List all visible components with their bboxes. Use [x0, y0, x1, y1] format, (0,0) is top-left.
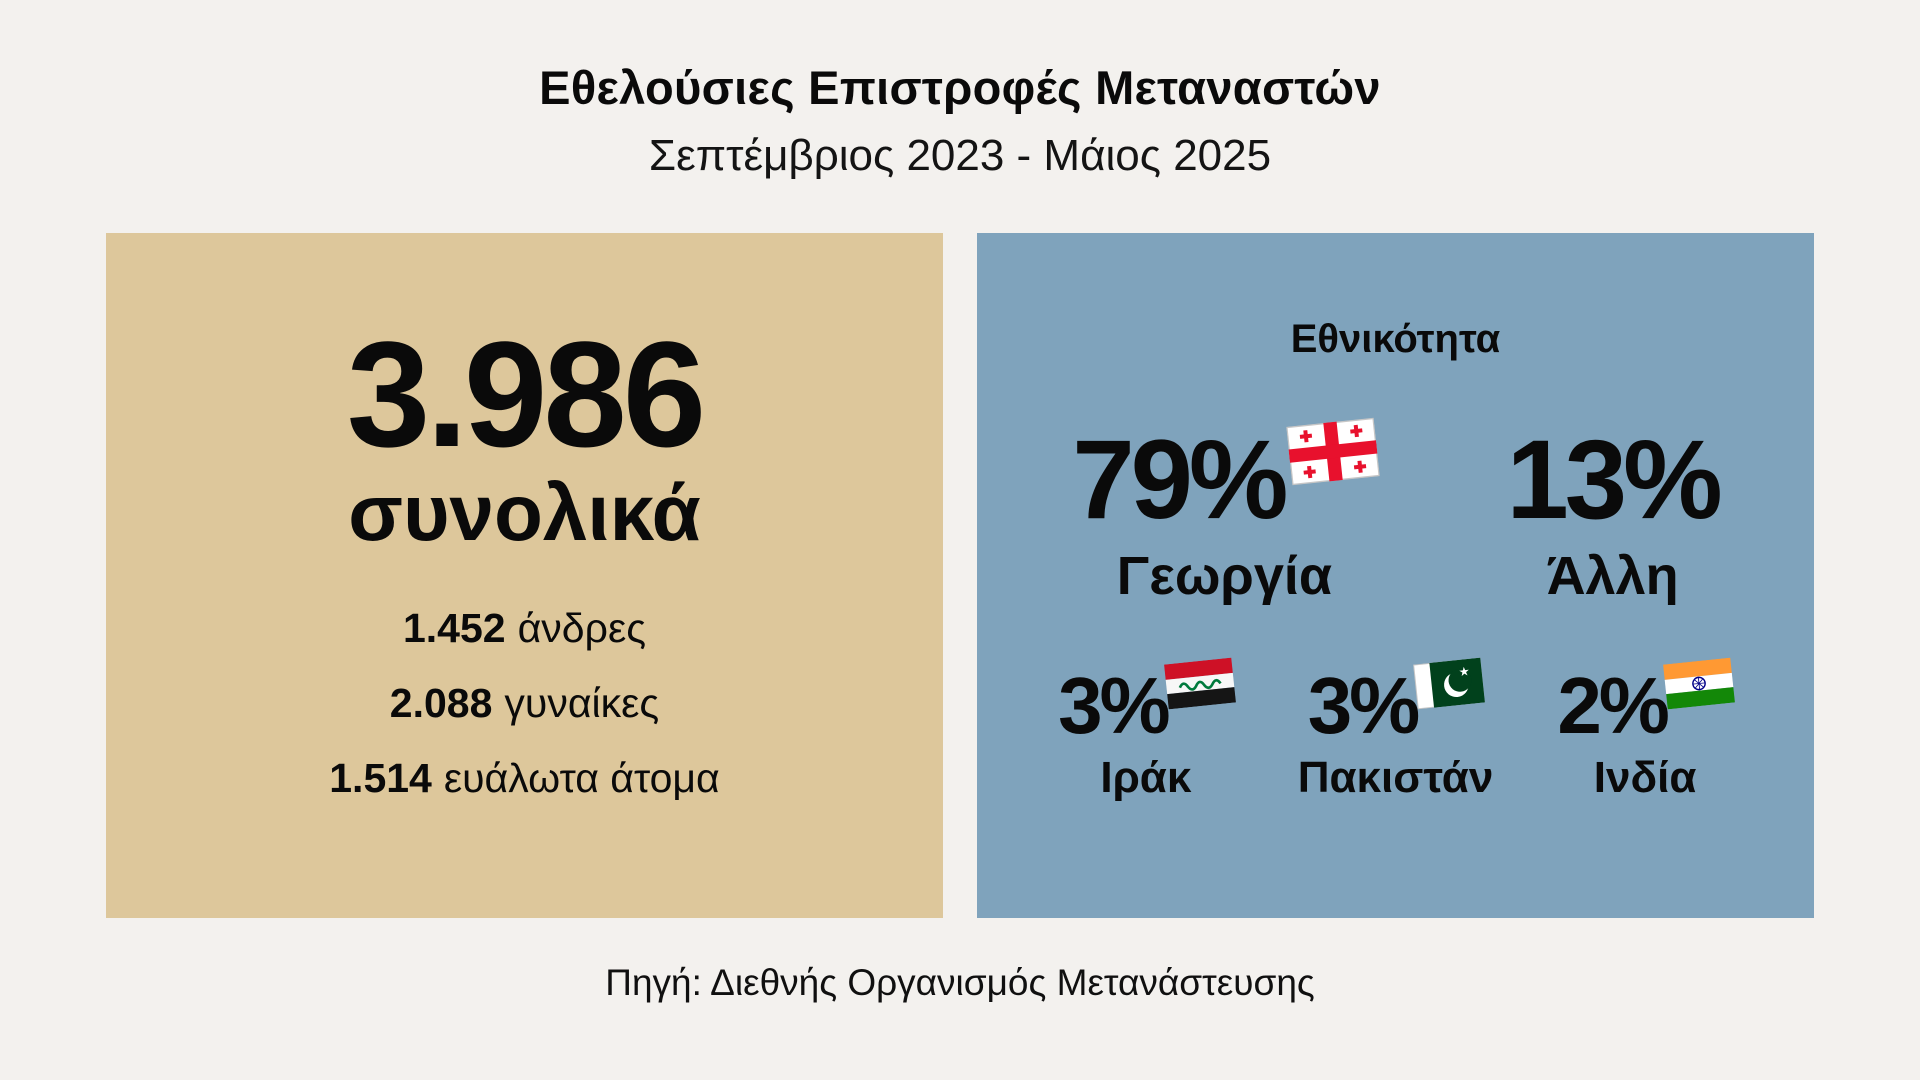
page-subtitle: Σεπτέμβριος 2023 - Μάιος 2025: [648, 131, 1272, 180]
total-returns-label: συνολικά: [348, 468, 701, 557]
women-label: γυναίκες: [504, 680, 660, 726]
nationality-heading: Εθνικότητα: [1290, 317, 1501, 361]
nationality-row-top: 79%: [977, 417, 1814, 607]
vulnerable-label: ευάλωτα άτομα: [443, 755, 720, 801]
india-label: Ινδία: [1593, 752, 1697, 802]
nationality-entry-iraq: 3% Ιράκ: [1058, 657, 1236, 803]
georgia-percent: 79%: [1072, 417, 1288, 542]
panels-row: 3.986 συνολικά 1.452 άνδρες 2.088 γυναίκες…: [0, 233, 1920, 918]
men-label: άνδρες: [517, 605, 646, 651]
iraq-flag-icon: [1163, 657, 1236, 710]
page-title: Εθελούσιες Επιστροφές Μεταναστών: [539, 61, 1381, 114]
breakdown-row-men: 1.452 άνδρες: [329, 605, 719, 652]
pakistan-label: Πακιστάν: [1297, 752, 1494, 802]
nationality-entry-india: 2%: [1557, 657, 1735, 803]
demographic-breakdown: 1.452 άνδρες 2.088 γυναίκες 1.514 ευάλωτα ά…: [329, 605, 719, 802]
georgia-flag-icon: [1285, 417, 1380, 486]
nationality-entry-other: 13% Άλλη: [1506, 417, 1723, 607]
other-percent-line: 13%: [1506, 417, 1723, 542]
india-flag-icon: [1663, 657, 1735, 710]
nationality-panel: Εθνικότητα 79%: [977, 233, 1814, 918]
iraq-percent: 3%: [1058, 661, 1171, 751]
india-percent: 2%: [1557, 661, 1670, 751]
iraq-percent-line: 3%: [1058, 657, 1236, 751]
total-returns-value: 3.986: [346, 310, 706, 478]
totals-panel: 3.986 συνολικά 1.452 άνδρες 2.088 γυναίκες…: [106, 233, 943, 918]
georgia-label: Γεωργία: [1116, 546, 1333, 607]
header: Εθελούσιες Επιστροφές Μεταναστών Σεπτέμβ…: [0, 0, 1920, 181]
men-count: 1.452: [402, 605, 506, 651]
nationality-row-bottom: 3% Ιράκ 3%: [977, 657, 1814, 803]
women-count: 2.088: [389, 680, 493, 726]
breakdown-row-women: 2.088 γυναίκες: [329, 680, 719, 727]
pakistan-percent: 3%: [1307, 661, 1421, 751]
pakistan-flag-icon: ★: [1413, 657, 1486, 710]
iraq-label: Ιράκ: [1100, 752, 1192, 802]
other-label: Άλλη: [1546, 546, 1679, 607]
nationality-entry-pakistan: 3% ★ Πακιστάν: [1297, 657, 1494, 803]
india-percent-line: 2%: [1557, 657, 1735, 751]
breakdown-row-vulnerable: 1.514 ευάλωτα άτομα: [329, 755, 719, 802]
pakistan-percent-line: 3% ★: [1298, 657, 1494, 751]
svg-text:★: ★: [1458, 664, 1470, 679]
source-note: Πηγή: Διεθνής Οργανισμός Μετανάστευσης: [605, 962, 1315, 1003]
georgia-percent-line: 79%: [1072, 417, 1380, 542]
nationality-entry-georgia: 79%: [1072, 417, 1380, 607]
other-percent: 13%: [1506, 417, 1723, 542]
vulnerable-count: 1.514: [329, 755, 432, 801]
